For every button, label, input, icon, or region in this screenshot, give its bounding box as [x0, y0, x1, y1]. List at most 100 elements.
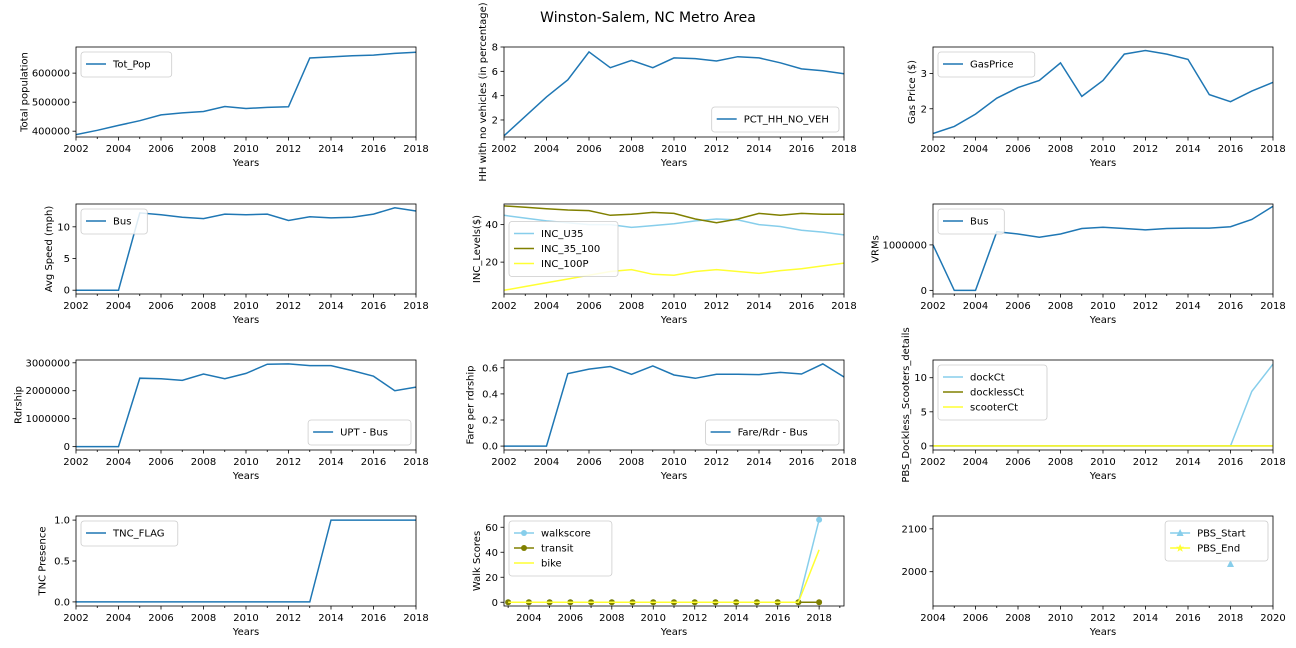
subplot-8: 2002 2004 2006 2008 2010 2012 2014 2016 2018 Year… — [466, 359, 857, 482]
y-tick-label: 40 — [485, 220, 498, 231]
legend: Tot_Pop — [80, 51, 173, 78]
legend: UPT - Bus — [307, 419, 412, 446]
x-tick-label: 2008 — [191, 457, 216, 468]
x-tick-label: 2016 — [789, 301, 814, 312]
x-tick-label: 2014 — [1133, 613, 1158, 624]
x-tick-label: 2014 — [318, 613, 343, 624]
subplot-1: 2002 2004 2006 2008 2010 2012 2014 2016 2018 Year… — [19, 46, 429, 169]
y-tick-label: 1000000 — [882, 240, 927, 251]
x-tick-label: 2008 — [191, 613, 216, 624]
legend-label: dockCt — [970, 373, 1005, 384]
legend-label: PBS_Start — [1197, 529, 1246, 540]
legend-box — [937, 364, 1048, 421]
legend: PBS_Start PBS_End — [1164, 520, 1269, 562]
x-tick-label: 2014 — [1175, 301, 1200, 312]
x-tick-label: 2006 — [148, 613, 173, 624]
legend-label: PCT_HH_NO_VEH — [744, 115, 829, 126]
x-tick-label: 2002 — [920, 301, 945, 312]
x-tick-label: 2016 — [361, 613, 386, 624]
series-line-gasprice — [933, 49, 1273, 135]
y-tick-label: 0.6 — [482, 363, 498, 374]
legend-label: scooterCt — [970, 403, 1018, 414]
series-line-upt-bus — [76, 363, 416, 448]
legend: INC_U35 INC_35_100 INC_100P — [508, 221, 619, 277]
x-tick-label: 2018 — [1218, 613, 1243, 624]
y-tick-label: 3000000 — [25, 358, 70, 369]
legend-box — [508, 520, 613, 577]
y-tick-label: 60 — [485, 523, 498, 534]
data-point-pbs-start — [1227, 560, 1234, 567]
x-tick-label: 2014 — [746, 457, 771, 468]
x-tick-label: 2020 — [1260, 613, 1285, 624]
x-tick-label: 2006 — [576, 301, 601, 312]
legend-label: Bus — [113, 217, 131, 228]
y-tick-label: 6 — [492, 67, 498, 78]
y-tick-label: 8 — [492, 43, 498, 54]
x-axis-label: Years — [660, 471, 687, 482]
x-tick-label: 2002 — [491, 144, 516, 155]
plot-area — [76, 519, 416, 603]
y-axis-label: Rdrship — [13, 386, 24, 424]
subplot-2: 2002 2004 2006 2008 2010 2012 2014 2016 2018 Year… — [478, 2, 857, 181]
y-axis-label: Fare per rdrship — [466, 365, 477, 444]
x-tick-label: 2012 — [1090, 613, 1115, 624]
x-tick-label: 2002 — [63, 301, 88, 312]
y-axis-label: Total population — [19, 52, 30, 133]
y-tick-label: 500000 — [32, 98, 70, 109]
series-line-pct-hh-no-veh — [504, 50, 844, 137]
series-line-inc-100p — [504, 262, 844, 292]
x-tick-label: 2006 — [1005, 301, 1030, 312]
data-point-walkscore — [816, 516, 823, 523]
subplot-6: 2002 2004 2006 2008 2010 2012 2014 2016 2018 Year… — [870, 203, 1286, 326]
series-line-fare-rdr-bus — [504, 363, 844, 447]
legend-label: walkscore — [541, 529, 591, 540]
y-tick-label: 20 — [485, 258, 498, 269]
x-axis-label: Years — [660, 158, 687, 169]
x-tick-label: 2018 — [403, 457, 428, 468]
subplot-12: 2004 2006 2008 2010 2012 2014 2016 2018 2020 Year… — [902, 515, 1286, 638]
series-line-tot-pop — [76, 51, 416, 136]
x-tick-label: 2008 — [1048, 144, 1073, 155]
x-tick-label: 2008 — [619, 301, 644, 312]
y-tick-label: 1000000 — [25, 414, 70, 425]
x-tick-label: 2012 — [682, 613, 707, 624]
x-tick-label: 2016 — [1175, 613, 1200, 624]
x-tick-label: 2004 — [534, 144, 559, 155]
x-axis-label: Years — [1089, 471, 1116, 482]
x-tick-label: 2008 — [599, 613, 624, 624]
legend-label: PBS_End — [1197, 544, 1240, 555]
x-tick-label: 2016 — [361, 144, 386, 155]
y-tick-label: 4 — [492, 91, 498, 102]
legend-marker — [1176, 544, 1185, 552]
y-axis-label: Gas Price ($) — [907, 60, 918, 124]
x-tick-label: 2010 — [233, 301, 258, 312]
plot-area — [933, 363, 1273, 447]
y-tick-label: 0 — [64, 286, 70, 297]
x-tick-label: 2004 — [920, 613, 945, 624]
y-tick-label: 0.0 — [482, 442, 498, 453]
x-tick-label: 2014 — [318, 144, 343, 155]
series-line-tnc-flag — [76, 519, 416, 603]
x-tick-label: 2006 — [148, 301, 173, 312]
y-axis-label: PBS_Dockless_Scooters_details — [901, 327, 912, 482]
plot-area — [505, 516, 823, 606]
x-tick-label: 2006 — [576, 144, 601, 155]
legend: GasPrice — [937, 51, 1036, 78]
y-axis-label: HH with no vehicles (in percentage) — [478, 2, 489, 181]
y-tick-label: 10 — [914, 373, 927, 384]
x-tick-label: 2008 — [619, 457, 644, 468]
series-line-bus — [76, 207, 416, 291]
x-tick-label: 2012 — [1133, 301, 1158, 312]
legend: TNC_FLAG — [80, 520, 179, 547]
x-tick-label: 2014 — [1175, 144, 1200, 155]
legend-box — [508, 221, 619, 277]
x-tick-label: 2008 — [191, 301, 216, 312]
x-tick-label: 2006 — [1005, 144, 1030, 155]
y-tick-label: 0 — [921, 286, 927, 297]
x-tick-label: 2012 — [276, 613, 301, 624]
x-tick-label: 2014 — [318, 301, 343, 312]
x-tick-label: 2004 — [106, 301, 131, 312]
x-tick-label: 2006 — [963, 613, 988, 624]
x-tick-label: 2002 — [491, 457, 516, 468]
plot-area — [504, 363, 844, 447]
